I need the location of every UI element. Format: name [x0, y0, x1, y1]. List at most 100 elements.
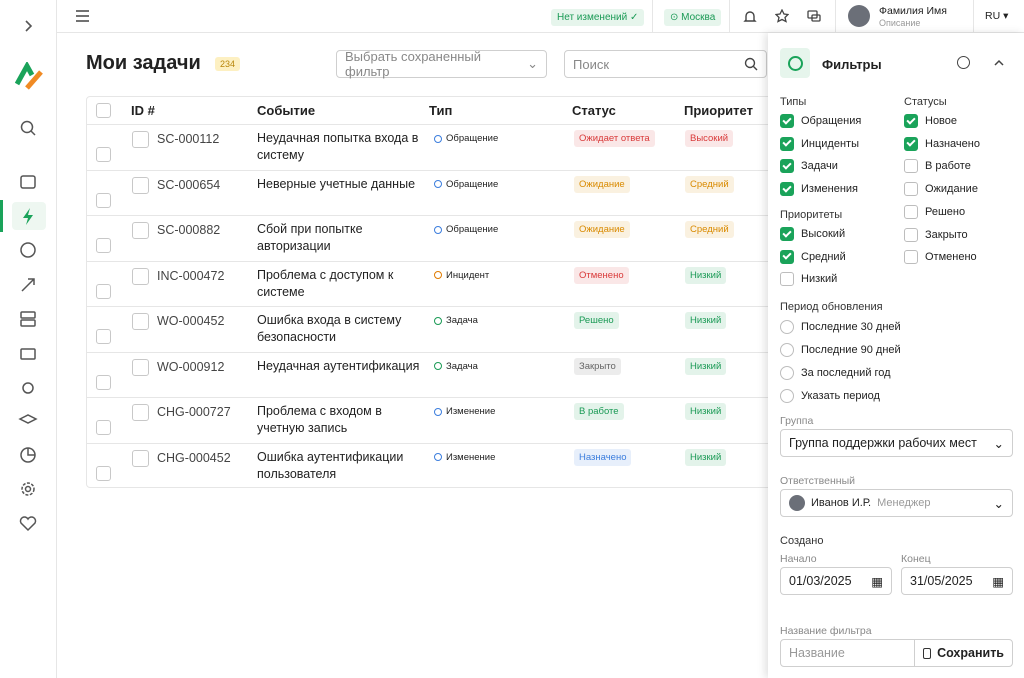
checkbox-item[interactable]: Решено: [904, 204, 965, 219]
row-select[interactable]: [132, 358, 149, 376]
filter-panel: Фильтры Типы Обращения Инциденты Задачи Изме…: [768, 33, 1024, 678]
checkbox[interactable]: [904, 227, 918, 242]
column-header[interactable]: Статус: [572, 103, 616, 118]
checkbox[interactable]: [780, 136, 794, 151]
expand-icon[interactable]: [18, 16, 38, 36]
user-avatar[interactable]: [848, 5, 870, 27]
settings-icon[interactable]: [18, 479, 38, 499]
checkbox[interactable]: [904, 182, 918, 197]
checkbox[interactable]: [780, 159, 794, 174]
row-checkbox[interactable]: [96, 192, 111, 208]
checkbox-item[interactable]: Обращения: [780, 114, 861, 128]
checkbox-item[interactable]: Закрыто: [904, 227, 968, 242]
row-checkbox[interactable]: [96, 147, 111, 162]
collapse-button[interactable]: [993, 58, 1005, 68]
checkbox[interactable]: [904, 136, 918, 151]
row-select[interactable]: [132, 449, 149, 467]
row-checkbox[interactable]: [96, 465, 111, 481]
row-select[interactable]: [132, 222, 149, 239]
row-checkbox[interactable]: [96, 420, 111, 435]
table-row[interactable]: CHG-000452 Ошибка аутентификации пользова…: [87, 442, 785, 488]
table-row[interactable]: INC-000472 Проблема с доступом к системе И…: [87, 260, 785, 307]
bell-icon[interactable]: [743, 9, 757, 23]
column-header[interactable]: Тип: [429, 103, 453, 118]
table-row[interactable]: WO-000912 Неудачная аутентификация Задача З…: [87, 351, 785, 398]
chart-icon[interactable]: [18, 445, 38, 465]
column-header[interactable]: Приоритет: [684, 103, 753, 118]
row-select[interactable]: [132, 313, 149, 330]
checkbox-item[interactable]: Высокий: [780, 227, 845, 241]
radio-item[interactable]: Последние 90 дней: [780, 343, 901, 357]
checkbox[interactable]: [904, 204, 918, 219]
row-select[interactable]: [132, 404, 149, 421]
radio-item[interactable]: Последние 30 дней: [780, 320, 901, 334]
merge-icon[interactable]: [18, 275, 38, 295]
radio[interactable]: [780, 389, 794, 403]
checkbox-item[interactable]: Отменено: [904, 250, 977, 265]
row-checkbox[interactable]: [96, 329, 111, 344]
row-checkbox[interactable]: [96, 238, 111, 253]
checkbox-item[interactable]: Средний: [780, 249, 846, 264]
table-row[interactable]: WO-000452 Ошибка входа в систему безопасн…: [87, 306, 785, 352]
reset-button[interactable]: [957, 56, 970, 69]
checkbox[interactable]: [780, 182, 794, 197]
table-row[interactable]: SC-000882 Сбой при попытке авторизации Обр…: [87, 215, 785, 261]
checkbox-item[interactable]: Назначено: [904, 136, 980, 151]
edu-icon[interactable]: [18, 411, 38, 431]
checkbox-item[interactable]: В работе: [904, 159, 971, 174]
radio[interactable]: [780, 366, 794, 380]
home-icon[interactable]: [18, 172, 38, 192]
radio-item[interactable]: За последний год: [780, 366, 891, 380]
saved-filter-select[interactable]: Выбрать сохраненный фильтр ⌄: [336, 49, 547, 79]
header-checkbox[interactable]: [96, 103, 111, 118]
calendar-icon: ▦: [871, 574, 883, 589]
lang-select[interactable]: RU ▾: [985, 10, 1009, 22]
checkbox-item[interactable]: Ожидание: [904, 182, 978, 197]
checkbox[interactable]: [904, 114, 918, 128]
checkbox[interactable]: [780, 114, 794, 128]
search-icon[interactable]: [18, 118, 38, 138]
radio[interactable]: [780, 343, 794, 357]
help-icon[interactable]: [18, 240, 38, 260]
row-select[interactable]: [132, 176, 149, 194]
responsible-select[interactable]: Иванов И.Р. Менеджер ⌄: [780, 489, 1013, 517]
start-date[interactable]: 01/03/2025 ▦: [780, 567, 892, 595]
checkbox[interactable]: [780, 227, 794, 241]
save-icon: [923, 647, 932, 659]
checkbox-item[interactable]: Инциденты: [780, 136, 859, 151]
save-button[interactable]: Сохранить: [914, 639, 1013, 667]
case-icon[interactable]: [18, 343, 38, 363]
search-input[interactable]: Поиск: [564, 50, 767, 78]
checkbox-item[interactable]: Задачи: [780, 159, 838, 174]
task-event: Сбой при попытке авторизации: [257, 222, 363, 253]
checkbox[interactable]: [780, 272, 794, 287]
checkbox-item[interactable]: Изменения: [780, 182, 858, 197]
filter-name-input[interactable]: Название: [780, 639, 915, 667]
column-header[interactable]: ID #: [131, 103, 155, 118]
server-icon[interactable]: [18, 309, 38, 329]
column-header[interactable]: Событие: [257, 103, 316, 118]
checkbox[interactable]: [904, 250, 918, 265]
table-row[interactable]: SC-000112 Неудачная попытка входа в систе…: [87, 124, 785, 170]
bug-icon[interactable]: [18, 377, 38, 397]
menu-icon[interactable]: [76, 10, 90, 22]
tasks-icon[interactable]: [18, 206, 38, 226]
star-icon[interactable]: [775, 9, 789, 23]
table-row[interactable]: SC-000654 Неверные учетные данные Обращени…: [87, 169, 785, 216]
radio[interactable]: [780, 320, 794, 334]
row-select[interactable]: [132, 131, 149, 148]
radio-item[interactable]: Указать период: [780, 389, 880, 403]
end-date[interactable]: 31/05/2025 ▦: [901, 567, 1013, 595]
row-select[interactable]: [132, 267, 149, 285]
table-row[interactable]: CHG-000727 Проблема с входом в учетную за…: [87, 397, 785, 443]
checkbox[interactable]: [904, 159, 918, 174]
checkbox-item[interactable]: Низкий: [780, 272, 837, 287]
group-select[interactable]: Группа поддержки рабочих мест ⌄: [780, 429, 1013, 457]
row-checkbox[interactable]: [96, 374, 111, 390]
location-badge[interactable]: ⊙ Москва: [664, 9, 722, 26]
checkbox-item[interactable]: Новое: [904, 114, 957, 128]
heart-icon[interactable]: [18, 513, 38, 533]
chat-icon[interactable]: [807, 9, 821, 23]
row-checkbox[interactable]: [96, 283, 111, 299]
checkbox[interactable]: [780, 249, 794, 264]
